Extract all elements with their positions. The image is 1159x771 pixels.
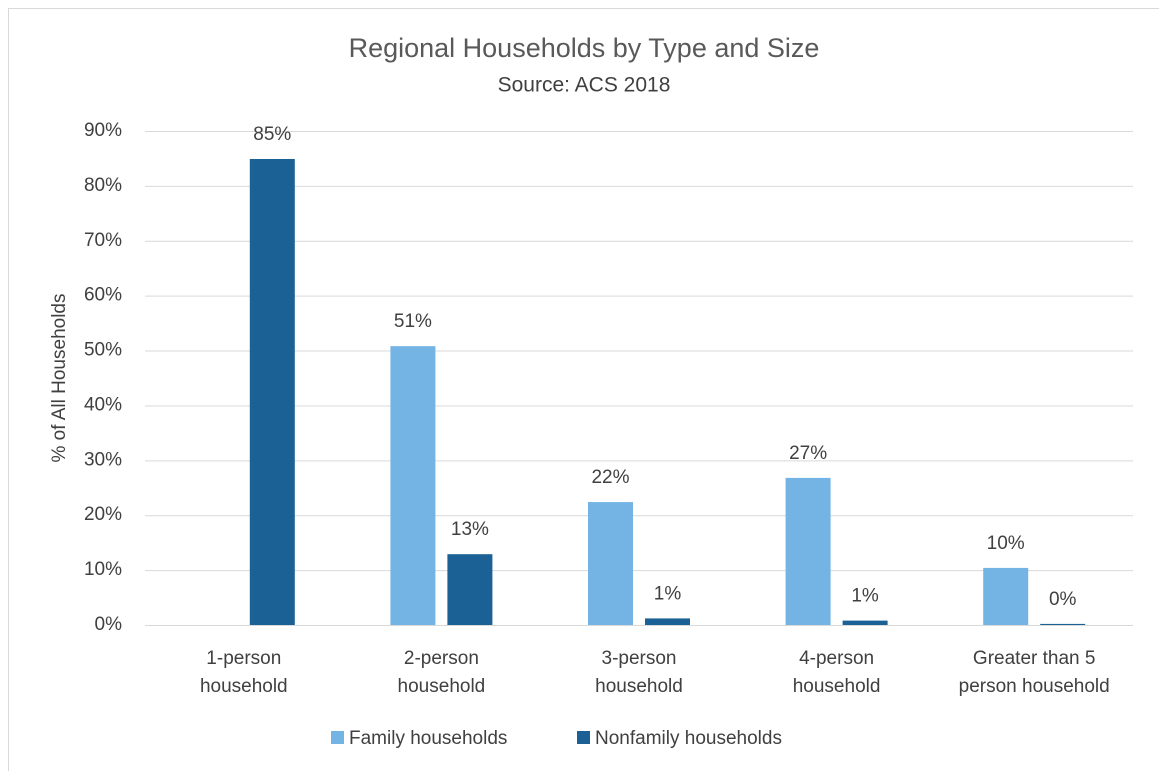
data-label: 51% xyxy=(394,311,432,332)
y-axis-title: % of All Households xyxy=(49,294,70,463)
y-tick-label: 60% xyxy=(84,285,122,306)
bar xyxy=(1040,623,1086,625)
bar xyxy=(983,567,1029,625)
x-tick-label: 2-person xyxy=(404,648,479,669)
bar xyxy=(842,620,888,625)
x-tick-label: household xyxy=(793,676,881,697)
x-tick-label: household xyxy=(398,676,486,697)
bar xyxy=(785,477,831,625)
chart-border xyxy=(8,8,1159,771)
y-tick-label: 50% xyxy=(84,340,122,361)
y-tick-label: 20% xyxy=(84,504,122,525)
x-tick-label: person household xyxy=(959,676,1110,697)
data-label: 0% xyxy=(1049,589,1077,610)
legend-swatch xyxy=(577,731,590,744)
y-tick-label: 70% xyxy=(84,230,122,251)
data-label: 1% xyxy=(654,583,682,604)
y-tick-label: 40% xyxy=(84,394,122,415)
bar xyxy=(249,158,295,625)
legend-swatch xyxy=(331,731,344,744)
y-tick-label: 10% xyxy=(84,559,122,580)
chart-subtitle: Source: ACS 2018 xyxy=(498,74,671,97)
data-label: 10% xyxy=(987,533,1025,554)
data-label: 22% xyxy=(591,467,629,488)
y-tick-label: 80% xyxy=(84,175,122,196)
bar xyxy=(588,502,633,625)
legend-label: Family households xyxy=(349,728,507,749)
bar xyxy=(645,618,690,625)
x-tick-label: household xyxy=(200,676,288,697)
bar xyxy=(447,554,493,625)
data-label: 27% xyxy=(789,443,827,464)
y-tick-label: 0% xyxy=(95,614,123,635)
data-label: 85% xyxy=(253,124,291,145)
x-tick-label: 4-person xyxy=(799,648,874,669)
x-tick-label: 1-person xyxy=(206,648,281,669)
y-tick-label: 90% xyxy=(84,120,122,141)
legend-label: Nonfamily households xyxy=(595,728,782,749)
x-tick-label: Greater than 5 xyxy=(973,648,1096,669)
data-label: 13% xyxy=(451,519,489,540)
x-tick-label: 3-person xyxy=(602,648,677,669)
data-label: 1% xyxy=(851,586,879,607)
chart-title: Regional Households by Type and Size xyxy=(349,33,820,63)
x-tick-label: household xyxy=(595,676,683,697)
y-tick-label: 30% xyxy=(84,449,122,470)
bar xyxy=(390,346,436,625)
